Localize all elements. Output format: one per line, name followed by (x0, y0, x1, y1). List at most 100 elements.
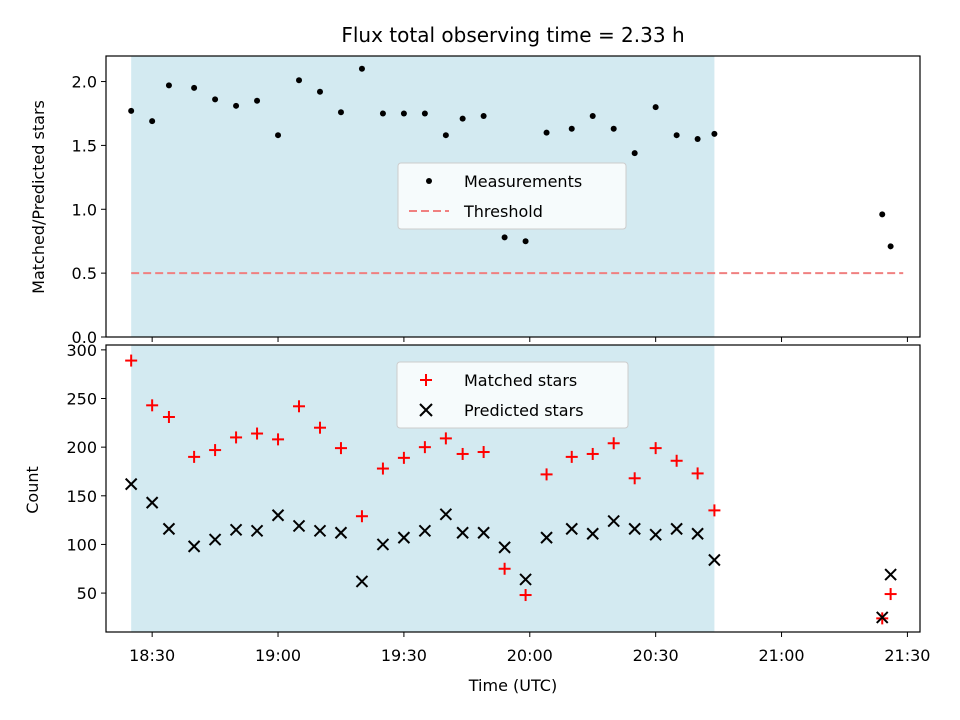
count-y-tick-label: 250 (66, 390, 97, 409)
ratio-y-tick-label: 0.5 (72, 264, 97, 283)
measurement-point (610, 125, 617, 132)
predicted-star-point (565, 522, 578, 536)
predicted-star-point (397, 531, 411, 544)
matched-star-point (586, 447, 599, 460)
matched-star-point (628, 472, 641, 485)
count-axes-frame (105, 344, 921, 633)
measurement-point (233, 102, 240, 109)
predicted-star-point (628, 522, 641, 536)
measurement-point (501, 234, 508, 241)
predicted-star-point (477, 526, 490, 539)
matched-star-point (355, 510, 368, 523)
count-y-tick-label: 300 (66, 341, 97, 360)
ratio-panel: 0.00.51.01.52.0 Matched/Predicted stars … (29, 55, 921, 347)
measurement-point (254, 97, 261, 104)
x-tick-label: 21:30 (884, 646, 930, 665)
count-y-tick-label: 50 (77, 584, 97, 603)
predicted-star-point (456, 526, 469, 539)
predicted-star-point (519, 573, 532, 586)
measurement-point (887, 243, 894, 250)
predicted-star-point (498, 541, 511, 554)
matched-star-point (708, 504, 721, 517)
measurement-point (128, 107, 135, 114)
matched-star-point (397, 451, 410, 464)
ratio-legend: Measurements Threshold (397, 162, 627, 230)
measurement-point (480, 113, 487, 120)
matched-star-point (313, 421, 326, 434)
measurement-point (379, 110, 386, 117)
matched-star-point (884, 588, 897, 601)
measurement-point (589, 113, 596, 120)
measurement-point (522, 238, 529, 245)
measurement-point (631, 150, 638, 157)
matched-star-point (376, 462, 389, 475)
legend-measurements-marker (426, 178, 432, 184)
matched-star-point (649, 442, 662, 455)
matched-star-point (540, 468, 553, 481)
ratio-y-tick-label: 1.5 (72, 136, 97, 155)
predicted-star-point (355, 575, 369, 588)
legend-predicted-label: Predicted stars (464, 401, 584, 420)
predicted-star-point (334, 526, 348, 539)
count-legend-box (396, 361, 629, 429)
predicted-star-point (208, 533, 222, 546)
measurement-point (275, 132, 282, 139)
predicted-star-point (271, 509, 285, 522)
x-axis-label: Time (UTC) (468, 676, 557, 695)
x-tick-label: 19:00 (255, 646, 301, 665)
measurement-point (191, 84, 198, 91)
measurement-point (316, 88, 323, 95)
x-tick-label: 18:30 (129, 646, 175, 665)
legend-measurements-label: Measurements (464, 172, 582, 191)
matched-star-point (334, 442, 347, 455)
count-y-tick-label: 100 (66, 535, 97, 554)
x-tick-label: 21:00 (758, 646, 804, 665)
matched-star-point (670, 454, 683, 467)
predicted-star-point (586, 527, 599, 540)
predicted-star-point (229, 523, 243, 537)
matched-star-point (477, 446, 490, 459)
legend-threshold-label: Threshold (463, 202, 543, 221)
chart-title: Flux total observing time = 2.33 h (341, 23, 684, 47)
matched-star-point (272, 433, 285, 446)
measurement-point (400, 110, 407, 117)
measurement-point (442, 132, 449, 139)
measurement-point (421, 110, 428, 117)
legend-matched-marker (420, 374, 432, 386)
count-y-tick-label: 150 (66, 487, 97, 506)
predicted-star-point (670, 522, 683, 536)
x-tick-label: 20:30 (633, 646, 679, 665)
predicted-star-point (145, 496, 159, 509)
predicted-star-point (418, 524, 432, 538)
count-y-axis-label: Count (23, 466, 42, 514)
predicted-star-point (884, 568, 897, 581)
measurement-point (212, 96, 219, 103)
measurement-point (568, 125, 575, 132)
ratio-y-axis-label: Matched/Predicted stars (29, 100, 48, 294)
measurement-point (652, 104, 659, 111)
measurement-point (149, 118, 156, 125)
predicted-star-point (540, 531, 553, 544)
matched-star-point (498, 562, 511, 575)
matched-star-point (456, 447, 469, 460)
predicted-star-point (876, 611, 889, 624)
ratio-y-tick-label: 1.0 (72, 200, 97, 219)
matched-star-point (691, 467, 704, 480)
predicted-star-point (607, 514, 620, 528)
x-tick-label: 20:00 (507, 646, 553, 665)
measurement-point (459, 115, 466, 122)
ratio-legend-box (397, 162, 627, 230)
matched-star-point (125, 354, 138, 367)
ratio-y-tick-label: 0.0 (72, 328, 97, 347)
predicted-star-point (649, 528, 662, 541)
predicted-star-point (313, 524, 327, 538)
matched-star-point (439, 432, 452, 445)
ratio-axes-frame (105, 55, 921, 338)
matched-star-point (162, 410, 175, 423)
measurement-point (543, 129, 550, 136)
measurement-point (296, 77, 303, 84)
matched-star-point (146, 399, 159, 412)
count-y-tick-label: 200 (66, 438, 97, 457)
count-legend: Matched stars Predicted stars (396, 361, 629, 429)
